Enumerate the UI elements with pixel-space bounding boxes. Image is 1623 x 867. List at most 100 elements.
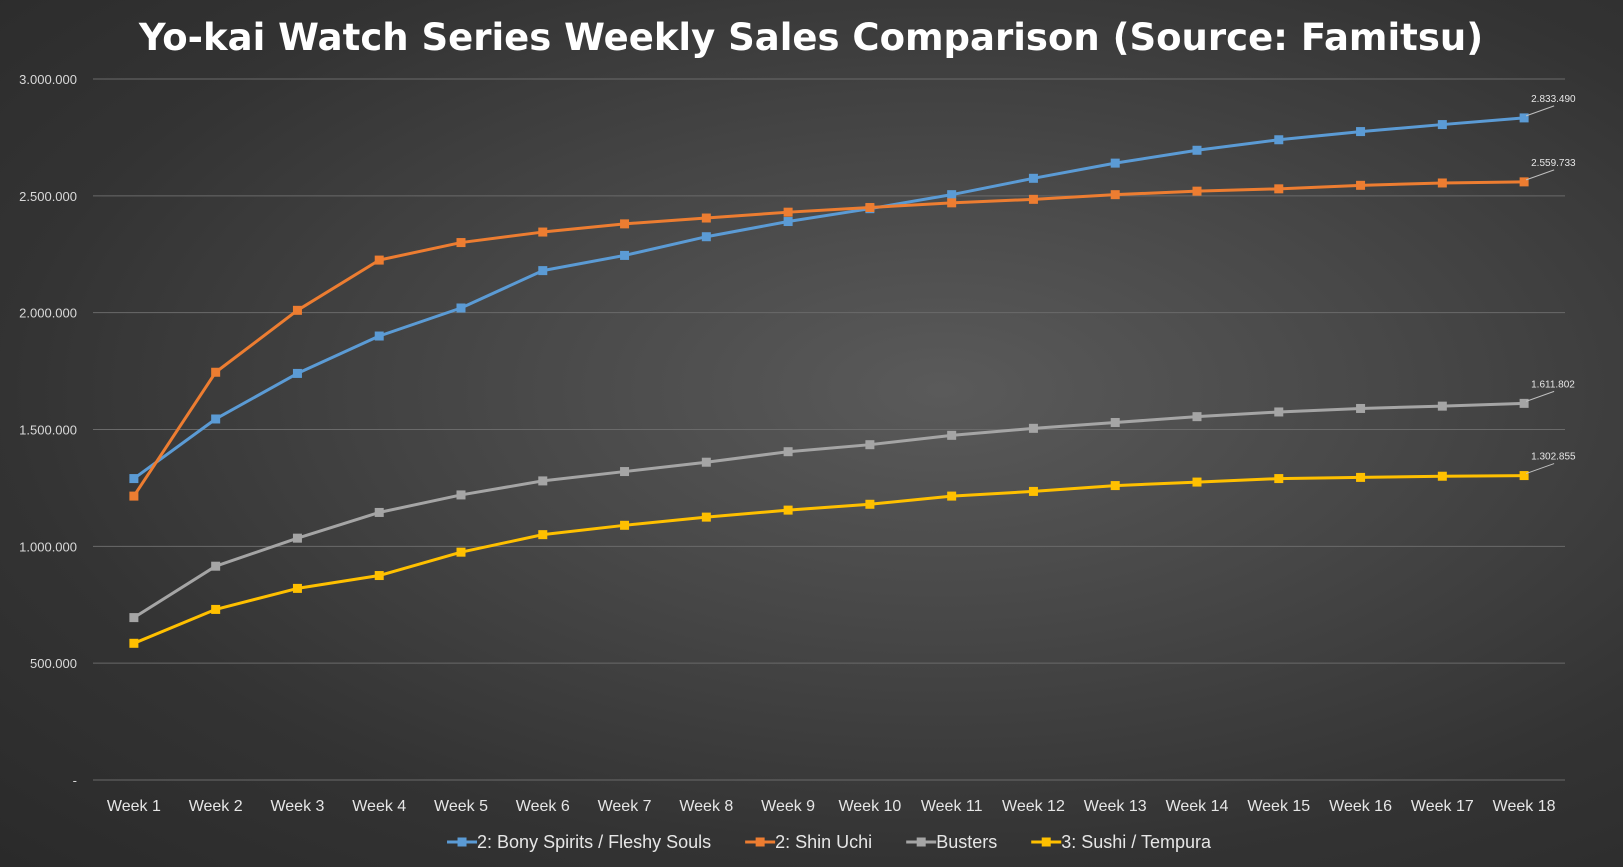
data-label: 1.611.802 [1531,379,1575,390]
data-point [1028,173,1038,183]
data-point [1519,471,1529,481]
data-point [374,571,384,581]
x-tick-label: Week 5 [434,798,488,815]
data-point [292,583,302,593]
series-3 [129,471,1529,648]
data-point [538,530,548,540]
series-0 [129,113,1529,484]
data-point [620,219,630,229]
data-point [1028,423,1038,433]
data-point [1437,178,1447,188]
x-tick-label: Week 9 [761,798,815,815]
data-labels: 2.833.490 2.559.733 1.611.802 1.302.855 [1525,94,1576,475]
data-point [1356,403,1366,413]
data-point [292,533,302,543]
legend-swatch-marker [1041,837,1051,847]
data-point [1192,477,1202,487]
data-point [1356,180,1366,190]
data-point [456,547,466,557]
y-tick-label: - [73,773,77,788]
y-tick-label: 1.000.000 [19,539,77,554]
chart-title: Yo-kai Watch Series Weekly Sales Compari… [138,16,1483,59]
legend-label: 2: Bony Spirits / Fleshy Souls [477,832,711,852]
legend-item: 2: Shin Uchi [745,832,872,852]
data-label-leader [1525,169,1555,181]
x-tick-label: Week 1 [107,798,161,815]
data-point [538,266,548,276]
data-point [1437,120,1447,130]
legend-item: 2: Bony Spirits / Fleshy Souls [447,832,711,852]
data-point [1192,412,1202,422]
y-tick-label: 500.000 [30,656,77,671]
data-label-leader [1525,463,1555,475]
x-tick-label: Week 14 [1166,798,1229,815]
legend-label: 2: Shin Uchi [775,832,872,852]
x-tick-label: Week 6 [516,798,570,815]
legend: 2: Bony Spirits / Fleshy Souls 2: Shin Uc… [447,832,1212,852]
data-point [538,227,548,237]
data-point [1356,127,1366,137]
data-point [1437,471,1447,481]
data-point [374,255,384,265]
data-label: 2.559.733 [1531,158,1576,169]
data-point [129,491,139,501]
data-point [1274,407,1284,417]
data-point [783,207,793,217]
data-point [538,476,548,486]
x-tick-label: Week 11 [921,798,983,815]
data-point [783,447,793,457]
data-point [374,331,384,341]
data-label-leader [1525,390,1555,402]
x-tick-label: Week 4 [352,798,406,815]
x-tick-label: Week 7 [598,798,652,815]
data-point [129,638,139,648]
x-tick-label: Week 15 [1247,798,1310,815]
data-label: 1.302.855 [1531,452,1576,463]
data-point [1028,486,1038,496]
data-point [865,499,875,509]
data-point [211,367,221,377]
data-point [947,190,957,200]
y-tick-label: 1.500.000 [19,423,77,438]
data-point [1192,186,1202,196]
data-point [211,561,221,571]
data-point [865,203,875,213]
data-point [211,414,221,424]
x-tick-label: Week 3 [270,798,324,815]
data-point [1274,474,1284,484]
data-point [292,368,302,378]
data-point [456,490,466,500]
data-point [947,198,957,208]
data-point [1437,401,1447,411]
data-point [1110,417,1120,427]
data-label-leader [1525,105,1555,117]
data-point [1274,184,1284,194]
data-point [620,467,630,477]
data-point [211,604,221,614]
data-point [701,213,711,223]
x-tick-label: Week 10 [838,798,901,815]
x-axis: Week 1 Week 2 Week 3 Week 4 Week 5 Week 6 Week… [107,798,1556,815]
data-point [1028,194,1038,204]
series-group [129,113,1529,648]
legend-swatch-marker [755,837,765,847]
data-point [1110,158,1120,168]
data-point [783,217,793,227]
data-point [1519,113,1529,123]
gridlines [93,78,1565,781]
data-point [1519,177,1529,187]
series-line [133,474,1525,645]
data-point [1519,398,1529,408]
y-tick-label: 2.500.000 [19,189,77,204]
legend-swatch-marker [457,837,467,847]
series-2 [129,398,1529,623]
series-1 [129,177,1529,501]
data-point [1110,481,1120,491]
data-label: 2.833.490 [1531,94,1576,105]
series-line [132,180,1525,497]
x-tick-label: Week 18 [1493,798,1556,815]
legend-item: 3: Sushi / Tempura [1031,832,1212,852]
data-point [1192,145,1202,155]
